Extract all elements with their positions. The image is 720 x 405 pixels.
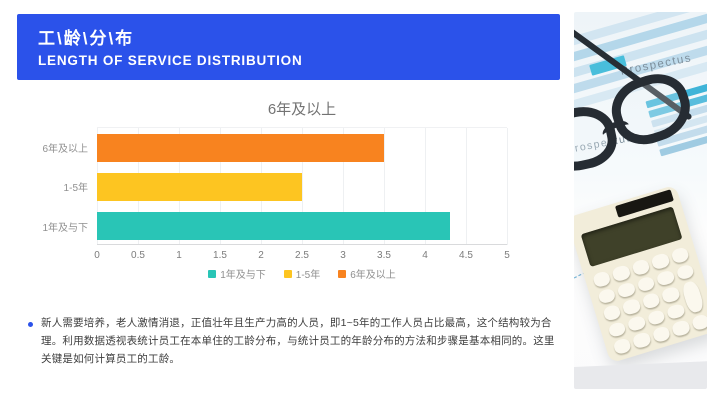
x-axis-tick-label: 3.5 xyxy=(377,250,391,261)
calculator-key xyxy=(671,319,691,338)
chart-legend: 1年及与下 1-5年 6年及以上 xyxy=(97,266,507,281)
calculator-key xyxy=(690,313,707,332)
x-axis-ticks: 0 0.5 1 1.5 2 2.5 3 3.5 4 4.5 5 xyxy=(94,250,510,262)
x-axis-tick-label: 2.5 xyxy=(295,250,309,261)
calculator-key xyxy=(665,302,686,321)
bar-rows: 6年及以上 1-5年 1年及与下 xyxy=(42,128,507,246)
calculator-key xyxy=(641,291,661,310)
calculator-icon xyxy=(574,184,707,364)
x-axis-tick-label: 1 xyxy=(176,250,182,261)
legend-item: 1年及与下 xyxy=(208,266,266,281)
x-axis-tick-label: 2 xyxy=(258,250,264,261)
x-axis-tick-label: 3 xyxy=(340,250,346,261)
calculator-key xyxy=(636,275,656,293)
calculator-key xyxy=(621,297,642,316)
x-axis-tick-label: 0 xyxy=(94,250,100,261)
legend-label: 1-5年 xyxy=(295,270,321,281)
y-axis-category-label: 6年及以上 xyxy=(42,144,88,156)
gridline xyxy=(507,128,508,245)
gridline xyxy=(384,128,385,245)
photo-panel: Prospectus Prospectus xyxy=(574,12,707,389)
bar-row: 1年及与下 xyxy=(42,207,507,246)
legend-item: 6年及以上 xyxy=(338,266,396,281)
bar-6年及以上 xyxy=(97,133,384,162)
y-axis-category-label: 1年及与下 xyxy=(42,222,88,234)
x-axis-tick-label: 5 xyxy=(504,250,510,261)
calculator-key xyxy=(651,325,672,344)
legend-swatch xyxy=(283,269,292,278)
legend-label: 1年及与下 xyxy=(220,270,266,281)
calculator-key xyxy=(655,269,676,287)
bar-row: 6年及以上 xyxy=(42,128,507,167)
header-banner: 工\龄\分\布 LENGTH OF SERVICE DISTRIBUTION xyxy=(17,14,560,80)
note-text: 新人需要培养，老人激情消退，正值壮年且生产力高的人员，即1~5年的工作人员占比最… xyxy=(41,317,555,365)
calculator-key xyxy=(611,264,632,282)
calculator-key xyxy=(632,331,652,350)
legend-swatch xyxy=(208,269,217,278)
notes-section: 新人需要培养，老人激情消退，正值壮年且生产力高的人员，即1~5年的工作人员占比最… xyxy=(28,315,560,369)
bar-1-5年 xyxy=(97,172,302,201)
calculator-key xyxy=(597,286,617,305)
calculator-key xyxy=(602,303,622,322)
x-axis-line xyxy=(97,244,507,245)
legend-swatch xyxy=(338,269,347,278)
x-axis-tick-label: 0.5 xyxy=(131,250,145,261)
calculator-key xyxy=(592,270,612,288)
x-axis-tick-label: 4.5 xyxy=(459,250,473,261)
calculator-key xyxy=(670,246,690,265)
gridline xyxy=(425,128,426,245)
gridline xyxy=(302,128,303,245)
calculator-key xyxy=(626,314,647,333)
chart-plot-area: 6年及以上 1-5年 1年及与下 0 0.5 1 1.5 2 2.5 3 3.5 4 4.5 5 xyxy=(42,127,510,261)
x-axis-tick-label: 1.5 xyxy=(213,250,227,261)
x-axis-tick-label: 4 xyxy=(422,250,428,261)
table-edge xyxy=(574,360,707,389)
calculator-key xyxy=(650,252,671,271)
bar-1年及与下 xyxy=(97,212,450,241)
chart-title: 6年及以上 xyxy=(267,101,337,118)
calculator-key xyxy=(675,263,695,281)
bar-row: 1-5年 xyxy=(64,167,507,206)
calculator-key xyxy=(660,285,681,304)
calculator-key xyxy=(646,308,667,327)
legend-item: 1-5年 xyxy=(283,266,321,281)
calculator-key xyxy=(616,281,637,299)
legend-label: 6年及以上 xyxy=(350,270,396,281)
gridline xyxy=(466,128,467,245)
calculator-key xyxy=(631,258,651,277)
bullet-dot xyxy=(28,322,33,327)
calculator-key xyxy=(607,320,628,339)
calculator-key xyxy=(680,279,706,315)
gridline xyxy=(343,128,344,245)
header-title-chinese: 工\龄\分\布 xyxy=(38,29,135,48)
header-title-english: LENGTH OF SERVICE DISTRIBUTION xyxy=(38,53,303,68)
calculator-keys xyxy=(592,246,707,356)
calculator-key xyxy=(612,337,633,356)
y-axis-category-label: 1-5年 xyxy=(63,183,88,195)
